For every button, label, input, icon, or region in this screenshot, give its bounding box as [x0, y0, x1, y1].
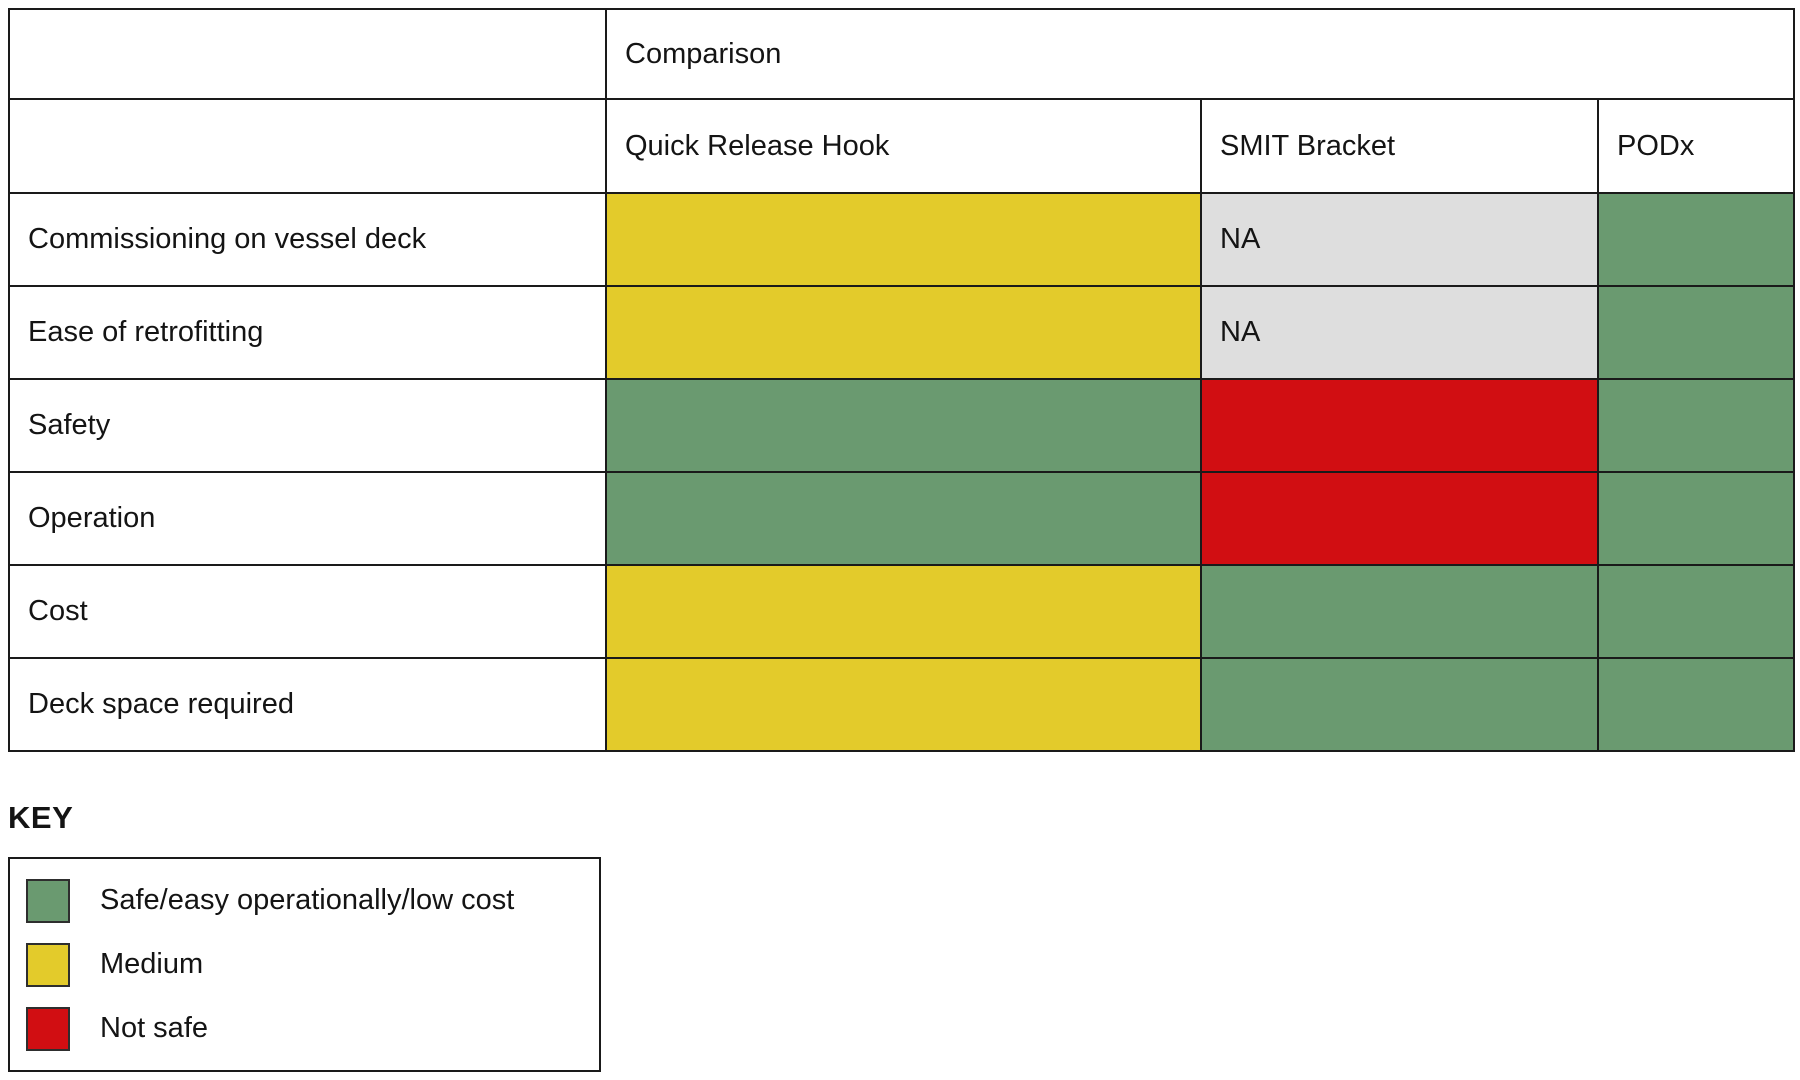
- row-label: Operation: [8, 471, 607, 566]
- row-label: Safety: [8, 378, 607, 473]
- legend-label: Medium: [100, 948, 204, 980]
- status-cell: [1200, 471, 1599, 566]
- table-row-deck-space: Deck space required: [8, 657, 1795, 752]
- status-cell: [1597, 378, 1795, 473]
- table-row-commissioning: Commissioning on vessel deck NA: [8, 192, 1795, 287]
- empty-corner: [8, 98, 607, 194]
- legend-item-not-safe: Not safe: [26, 1006, 599, 1051]
- legend-item-medium: Medium: [26, 942, 599, 987]
- column-header-row: Quick Release Hook SMIT Bracket PODx: [8, 98, 1795, 194]
- status-cell: [605, 564, 1202, 659]
- status-cell: [605, 657, 1202, 752]
- table-row-operation: Operation: [8, 471, 1795, 566]
- column-header-podx: PODx: [1597, 98, 1795, 194]
- column-header-smit-bracket: SMIT Bracket: [1200, 98, 1599, 194]
- table-group-header: Comparison: [605, 8, 1795, 100]
- key-title: KEY: [8, 800, 74, 835]
- status-cell: [1200, 378, 1599, 473]
- table-row-retrofitting: Ease of retrofitting NA: [8, 285, 1795, 380]
- status-cell: NA: [1200, 285, 1599, 380]
- status-cell: [605, 192, 1202, 287]
- legend-label: Safe/easy operationally/low cost: [100, 884, 515, 916]
- legend-swatch-not-safe: [26, 1006, 70, 1051]
- status-cell: [1597, 471, 1795, 566]
- status-cell: [1597, 657, 1795, 752]
- legend-item-safe: Safe/easy operationally/low cost: [26, 878, 599, 923]
- row-label: Cost: [8, 564, 607, 659]
- legend-swatch-safe: [26, 878, 70, 923]
- comparison-table: Comparison Quick Release Hook SMIT Brack…: [8, 8, 1795, 752]
- status-cell: [1597, 192, 1795, 287]
- status-cell: [1597, 285, 1795, 380]
- row-label: Ease of retrofitting: [8, 285, 607, 380]
- key-legend-box: Safe/easy operationally/low cost Medium …: [8, 857, 601, 1072]
- group-header-row: Comparison: [8, 8, 1795, 100]
- status-cell: [605, 378, 1202, 473]
- legend-label: Not safe: [100, 1012, 208, 1044]
- status-cell: [1200, 657, 1599, 752]
- status-cell: [605, 285, 1202, 380]
- table-row-safety: Safety: [8, 378, 1795, 473]
- row-label: Commissioning on vessel deck: [8, 192, 607, 287]
- status-cell: [1597, 564, 1795, 659]
- row-label: Deck space required: [8, 657, 607, 752]
- column-header-quick-release-hook: Quick Release Hook: [605, 98, 1202, 194]
- table-row-cost: Cost: [8, 564, 1795, 659]
- status-cell: NA: [1200, 192, 1599, 287]
- empty-corner: [8, 8, 607, 100]
- status-cell: [605, 471, 1202, 566]
- status-cell: [1200, 564, 1599, 659]
- legend-swatch-medium: [26, 942, 70, 987]
